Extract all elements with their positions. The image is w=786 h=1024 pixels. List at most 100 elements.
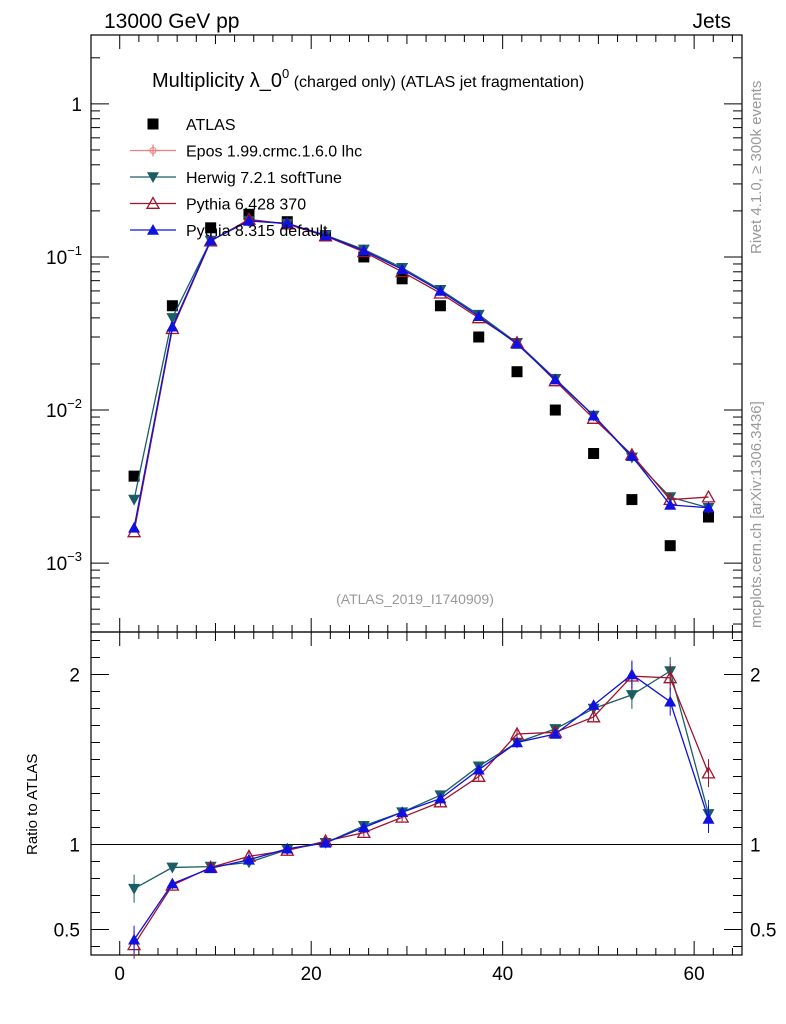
marker-tri-down <box>128 883 141 895</box>
rivet-label: Rivet 4.1.0, ≥ 300k events <box>748 81 765 254</box>
marker-tri-down <box>166 862 179 874</box>
x-tick-label: 60 <box>684 964 705 985</box>
ratio-tick-label: 0.5 <box>54 921 80 942</box>
ratio-line <box>133 670 710 890</box>
marker-tri-down <box>664 492 677 504</box>
marker-tri-up-open <box>145 196 161 209</box>
legend-label: Epos 1.99.crmc.1.6.0 lhc <box>186 144 362 161</box>
marker-square <box>166 300 178 312</box>
series-Herwig 7.2.1 softTune <box>128 216 715 903</box>
marker-tri-up <box>549 373 562 385</box>
title-main: Multiplicity λ_0 <box>152 70 282 92</box>
marker-tri-up <box>702 813 715 824</box>
marker-tri-up <box>319 836 332 848</box>
legend-item: Epos 1.99.crmc.1.6.0 lhc <box>130 144 362 161</box>
chart-title: Multiplicity λ_00 (charged only) (ATLAS … <box>152 66 584 92</box>
ratio-tick-label-right: 0.5 <box>750 921 776 942</box>
y-tick-label: 10−3 <box>46 549 82 575</box>
legend-label: Pythia 6.428 370 <box>186 197 306 214</box>
legend-label: Herwig 7.2.1 softTune <box>186 170 342 187</box>
marker-tri-up <box>166 877 179 889</box>
marker-square <box>702 511 714 523</box>
y-tick-label: 10−1 <box>46 243 82 269</box>
ratio-line <box>133 675 710 946</box>
legend-item: Pythia 8.315 default <box>130 223 328 240</box>
series-line <box>133 218 709 532</box>
title-tail: (charged only) (ATLAS jet fragmentation) <box>289 74 584 91</box>
header-right: Jets <box>692 10 731 33</box>
marker-tri-up <box>396 263 409 275</box>
title-sup: 0 <box>282 66 289 81</box>
legend-item: Pythia 6.428 370 <box>130 196 306 214</box>
y-tick-label: 1 <box>71 95 82 116</box>
ratio-tick-label-right: 1 <box>750 836 761 857</box>
series-ATLAS <box>128 208 714 552</box>
marker-tri-up <box>319 229 332 241</box>
marker-tri-up <box>664 695 677 707</box>
marker-tri-up <box>147 224 159 235</box>
marker-square <box>588 448 600 460</box>
marker-tri-down <box>625 690 638 701</box>
y-tick-label: 10−2 <box>46 396 82 422</box>
legend-item: ATLAS <box>147 117 236 134</box>
x-tick-label: 40 <box>492 964 513 985</box>
marker-square <box>549 404 561 416</box>
marker-tri-up <box>702 501 715 513</box>
marker-tri-up <box>511 736 524 748</box>
marker-square <box>128 470 140 482</box>
marker-square <box>147 118 159 130</box>
header-left: 13000 GeV pp <box>104 10 239 33</box>
marker-square <box>396 273 408 285</box>
marker-tri-down <box>166 313 179 324</box>
marker-tri-up <box>204 862 217 874</box>
marker-tri-up <box>128 933 141 945</box>
series-Pythia 6.428 370 <box>126 212 716 959</box>
legend-label: ATLAS <box>186 117 236 134</box>
ratio-tick-label: 2 <box>69 666 80 687</box>
marker-tri-up <box>625 668 638 680</box>
mcplots-label: mcplots.cern.ch [arXiv:1306.3436] <box>748 401 765 628</box>
marker-tri-up <box>511 338 524 349</box>
marker-tri-up <box>434 284 447 296</box>
marker-tri-up <box>281 217 294 229</box>
marker-tri-up <box>242 214 255 226</box>
ratio-tick-label: 1 <box>69 836 80 857</box>
legend: ATLAS Epos 1.99.crmc.1.6.0 lhc Herwig 7.2.… <box>130 117 362 240</box>
marker-tri-up <box>587 409 600 421</box>
marker-tri-up <box>281 842 294 854</box>
x-tick-label: 0 <box>114 964 125 985</box>
marker-tri-up <box>166 320 179 332</box>
legend-label: Pythia 8.315 default <box>186 223 328 240</box>
marker-tri-up-open <box>701 489 716 503</box>
analysis-watermark: (ATLAS_2019_I1740909) <box>336 591 494 607</box>
marker-tri-up <box>472 763 485 775</box>
marker-tri-up-open <box>663 670 678 684</box>
ratio-tick-label-right: 2 <box>750 666 761 687</box>
series-Pythia 8.315 default <box>128 214 715 954</box>
marker-tri-up-open <box>471 769 486 782</box>
marker-square <box>205 222 217 234</box>
marker-tri-down <box>128 494 141 506</box>
marker-tri-up <box>128 521 141 533</box>
series-line <box>133 220 709 509</box>
marker-tri-up <box>472 310 485 322</box>
marker-cross <box>149 147 157 154</box>
marker-tri-up <box>357 244 370 256</box>
ratio-frame <box>90 631 743 956</box>
marker-tri-up <box>434 792 447 804</box>
marker-square <box>434 300 446 312</box>
legend-item: Herwig 7.2.1 softTune <box>130 170 342 187</box>
ratio-ylabel: Ratio to ATLAS <box>24 754 41 855</box>
series-line <box>133 220 709 528</box>
marker-tri-up-open <box>701 765 716 779</box>
marker-tri-up <box>549 728 562 739</box>
marker-tri-up-open <box>586 709 601 723</box>
marker-tri-up <box>664 498 677 510</box>
marker-tri-up <box>357 821 370 833</box>
series-layer <box>126 208 716 959</box>
ratio-line <box>133 673 710 941</box>
marker-square <box>664 540 676 552</box>
marker-tri-up <box>625 450 638 461</box>
marker-tri-up <box>204 234 217 246</box>
